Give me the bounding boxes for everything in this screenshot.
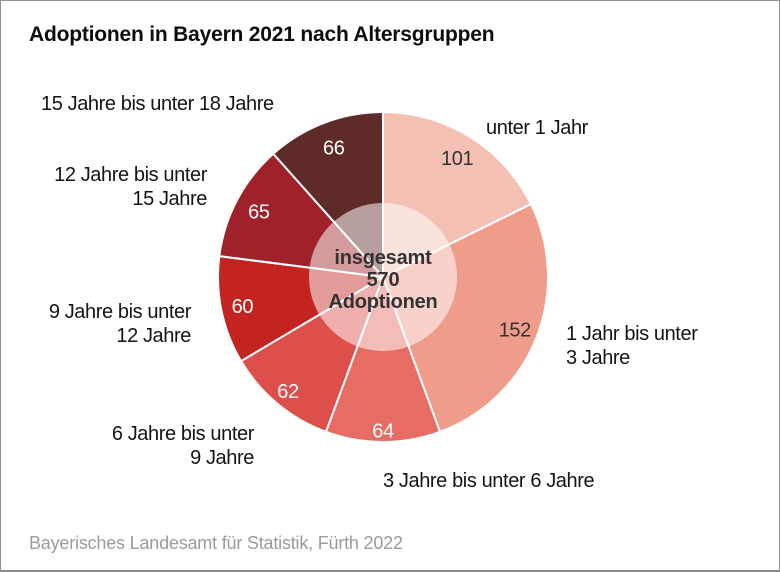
center-label-total: 570 <box>366 269 400 291</box>
pie-center-label: insgesamt 570 Adoptionen <box>273 247 493 313</box>
slice-callout-line: 9 Jahre bis unter <box>48 301 192 323</box>
slice-value-label: 60 <box>232 296 254 318</box>
slice-value-label: 66 <box>323 138 345 160</box>
slice-value-label: 65 <box>248 202 270 224</box>
slice-callout-line: 12 Jahre <box>116 325 191 347</box>
slice-value-label: 152 <box>499 320 531 342</box>
slice-callout-line: 9 Jahre <box>190 447 254 469</box>
slice-value-label: 64 <box>372 421 394 443</box>
pie-slice <box>325 276 441 443</box>
pie-center-overlay-circle <box>309 203 457 351</box>
slice-callout-line: 1 Jahr bis unter <box>566 323 698 345</box>
source-credit: Bayerisches Landesamt für Statistik, Für… <box>29 533 403 553</box>
slice-callout-line: 15 Jahre <box>132 188 207 210</box>
slice-callout-line: 3 Jahre bis unter 6 Jahre <box>383 470 595 492</box>
slice-callout-label: 15 Jahre bis unter 18 Jahre <box>41 92 274 116</box>
pie-value-labels: 101 152 64 62 60 65 66 <box>232 138 532 443</box>
chart-title: Adoptionen in Bayern 2021 nach Altersgru… <box>29 23 495 46</box>
slice-callout-line: 3 Jahre <box>566 347 630 369</box>
slice-callout-label: 6 Jahre bis unter 9 Jahre <box>111 422 255 470</box>
slice-callout-label: 3 Jahre bis unter 6 Jahre <box>383 469 595 493</box>
slice-callout-line: unter 1 Jahr <box>486 117 588 139</box>
slice-callout-line: 15 Jahre bis unter 18 Jahre <box>41 93 274 115</box>
slice-value-label: 62 <box>277 381 299 403</box>
slice-callout-line: 12 Jahre bis unter <box>54 164 207 186</box>
center-label-line: Adoptionen <box>328 291 438 313</box>
slice-callout-label: unter 1 Jahr <box>486 116 588 140</box>
slice-value-label: 101 <box>441 148 473 170</box>
slice-callout-label: 1 Jahr bis unter 3 Jahre <box>566 322 698 370</box>
slice-callout-line: 6 Jahre bis unter <box>111 423 255 445</box>
slice-callout-label: 12 Jahre bis unter 15 Jahre <box>54 163 207 211</box>
slice-callout-label: 9 Jahre bis unter 12 Jahre <box>48 300 192 348</box>
center-label-line: insgesamt <box>334 247 432 269</box>
